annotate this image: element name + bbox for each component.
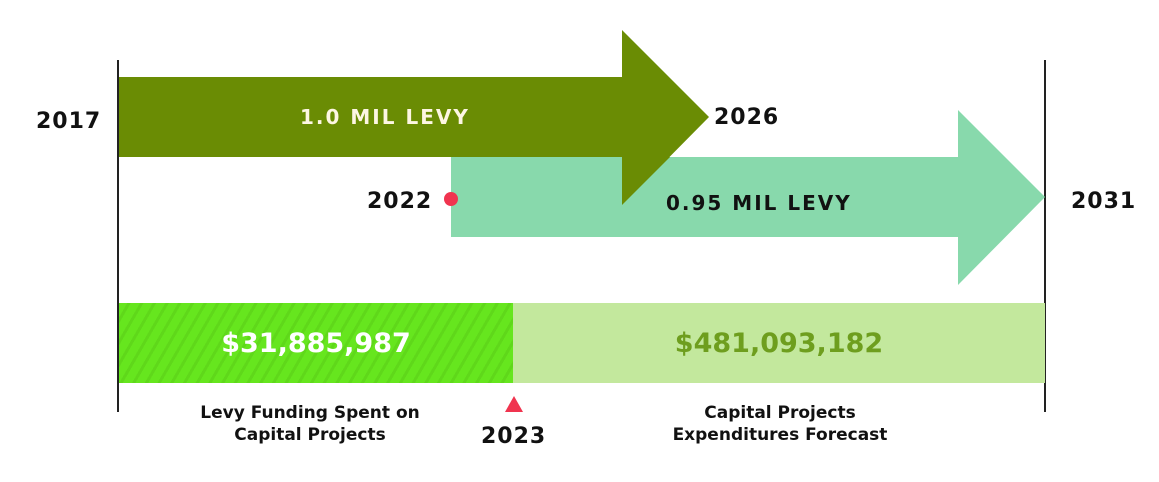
- levy-1-arrow-overlap: [622, 157, 670, 205]
- year-2023-marker: [505, 396, 523, 412]
- start-year-label: 2017: [36, 109, 102, 134]
- forecast-value: $481,093,182: [674, 327, 884, 359]
- spent-value: $31,885,987: [221, 327, 411, 359]
- timeline-end-line: [1044, 60, 1046, 412]
- forecast-caption-line2: Expenditures Forecast: [672, 425, 888, 445]
- levy-2-label: 0.95 MIL LEVY: [666, 191, 852, 215]
- timeline-start-line: [117, 60, 119, 412]
- spent-bar: $31,885,987: [119, 303, 513, 383]
- year-2023-label: 2023: [481, 424, 547, 449]
- end-year-label: 2031: [1071, 189, 1137, 214]
- spent-caption: Levy Funding Spent on Capital Projects: [170, 402, 450, 446]
- levy-2-start-year: 2022: [367, 189, 433, 214]
- forecast-bar: $481,093,182: [513, 303, 1045, 383]
- spent-caption-line1: Levy Funding Spent on: [200, 403, 420, 423]
- spent-caption-line2: Capital Projects: [234, 425, 386, 445]
- levy-1-arrow: [119, 30, 709, 205]
- forecast-caption-line1: Capital Projects: [704, 403, 856, 423]
- levy-1-end-year: 2026: [714, 105, 780, 130]
- levy-2-start-marker: [444, 192, 458, 206]
- levy-2-arrow: [451, 110, 1045, 285]
- forecast-caption: Capital Projects Expenditures Forecast: [630, 402, 930, 446]
- levy-1-label: 1.0 MIL LEVY: [300, 105, 470, 129]
